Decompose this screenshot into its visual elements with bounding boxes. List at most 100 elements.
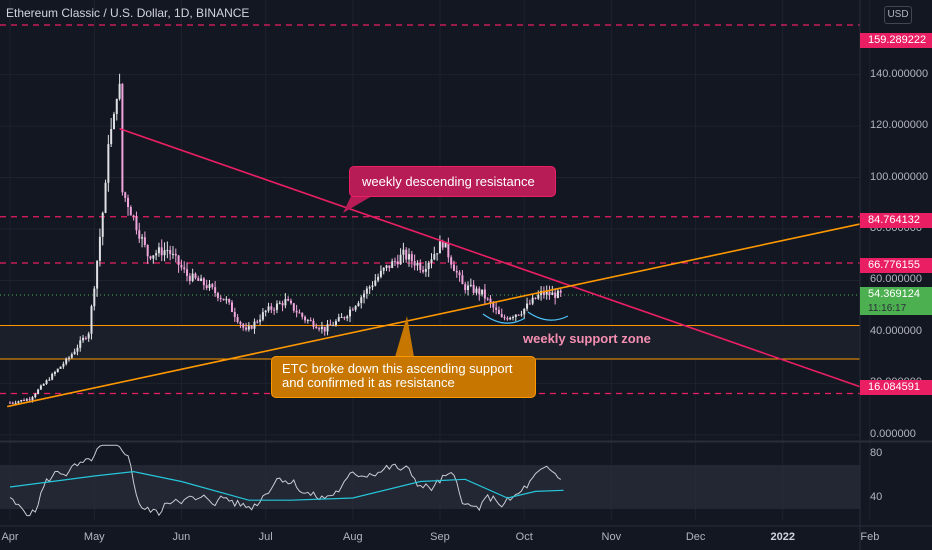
candle-body (211, 284, 214, 288)
price-tag-159: 159.289222 (860, 33, 932, 48)
candle-body (514, 314, 517, 318)
candle-body (273, 309, 276, 311)
candle-body (87, 333, 90, 339)
candle-body (396, 261, 399, 265)
candle-body (65, 358, 68, 364)
candles (9, 73, 562, 405)
candle-body (436, 253, 439, 255)
candle-body (520, 314, 523, 316)
candle-body (70, 354, 73, 358)
candle-body (399, 254, 402, 265)
candle-body (160, 247, 163, 256)
candle-body (548, 291, 551, 295)
candle-body (523, 308, 526, 315)
candle-body (73, 351, 76, 355)
candle-body (413, 261, 416, 266)
candle-body (112, 113, 115, 130)
candle-body (171, 253, 174, 255)
candle-body (292, 303, 295, 311)
candle-body (326, 324, 329, 332)
candle-body (45, 380, 48, 384)
candle-body (225, 299, 228, 301)
candle-body (467, 285, 470, 291)
currency-button[interactable]: USD (884, 6, 912, 24)
rsi-line (9, 444, 562, 517)
candle-body (247, 326, 250, 330)
candle-body (31, 397, 34, 401)
candle-body (320, 326, 323, 330)
candle-body (495, 307, 498, 310)
candle-body (349, 309, 352, 317)
candle-body (149, 256, 152, 259)
rsi-axis-tick: 40 (870, 491, 883, 503)
price-axis-tick: 100.000000 (870, 170, 929, 183)
support-zone (0, 324, 860, 360)
candle-body (509, 317, 512, 320)
candle-body (551, 292, 554, 295)
descending-resistance-note[interactable]: weekly descending resistance (349, 166, 556, 197)
candle-body (438, 241, 441, 254)
candle-body (481, 289, 484, 295)
candle-body (222, 298, 225, 301)
candle-body (351, 309, 354, 311)
candle-body (180, 264, 183, 268)
candle-body (506, 318, 509, 320)
candle-body (360, 297, 363, 304)
candle-body (186, 269, 189, 276)
candle-body (143, 237, 146, 245)
candle-body (48, 379, 51, 381)
candle-body (270, 306, 273, 310)
candle-body (59, 366, 62, 369)
candle-body (422, 269, 425, 272)
candle-body (554, 292, 557, 298)
ascending-support-note[interactable]: ETC broke down this ascending support an… (271, 356, 536, 398)
candle-body (228, 299, 231, 303)
candle-body (447, 242, 450, 258)
candle-body (230, 302, 233, 312)
candle-body (478, 288, 481, 295)
candle-body (363, 293, 366, 298)
candle-body (295, 310, 298, 313)
candle-body (531, 297, 534, 304)
candle-body (304, 316, 307, 321)
time-axis-tick: Dec (685, 531, 706, 543)
candle-body (410, 254, 413, 262)
candle-body (200, 278, 203, 281)
price-axis-tick: 40.000000 (870, 324, 922, 337)
candle-body (236, 316, 239, 322)
candle-body (357, 303, 360, 307)
candle-body (458, 272, 461, 276)
candle-body (483, 289, 486, 299)
candle-body (475, 288, 478, 293)
time-axis-tick: Jun (172, 531, 191, 543)
candle-body (371, 285, 374, 288)
candle-body (256, 321, 259, 323)
candle-body (503, 317, 506, 319)
rsi-axis-tick: 80 (870, 447, 883, 459)
candle-body (157, 247, 160, 254)
support-zone-label: weekly support zone (523, 331, 651, 346)
time-axis-tick: Nov (601, 531, 622, 543)
candle-body (419, 263, 422, 270)
ascending-note-pointer (395, 316, 414, 357)
candle-body (382, 267, 385, 271)
candle-body (556, 290, 559, 298)
candle-body (90, 306, 93, 334)
candle-body (528, 303, 531, 305)
candle-body (329, 324, 332, 326)
price-tag-66: 66.776155 (860, 258, 932, 273)
candle-body (152, 255, 155, 259)
rsi-smoothing-line (9, 470, 564, 501)
candle-body (275, 303, 278, 310)
candle-body (318, 328, 321, 330)
candle-body (259, 319, 262, 322)
candle-body (542, 290, 545, 295)
candle-body (261, 312, 264, 320)
candle-countdown: 11:16:17 (860, 302, 932, 315)
candle-body (11, 402, 14, 404)
candle-body (301, 313, 304, 317)
candle-body (174, 253, 177, 256)
candle-body (101, 212, 104, 237)
